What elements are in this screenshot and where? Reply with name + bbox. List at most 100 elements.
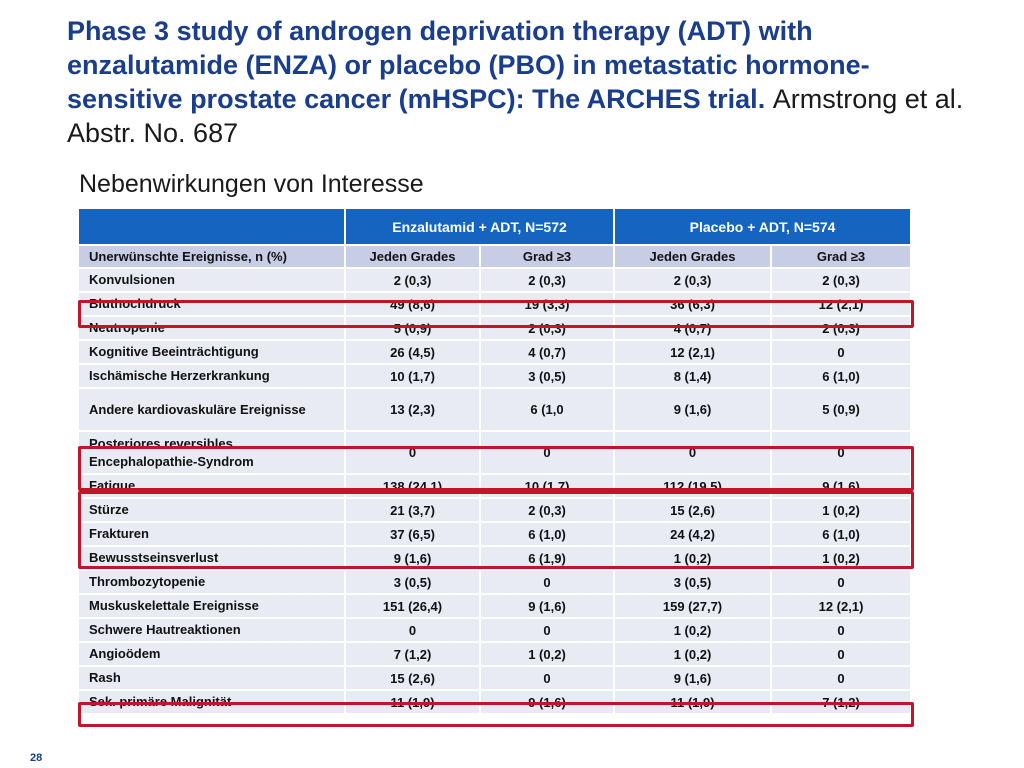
value-cell: 0 bbox=[481, 619, 616, 641]
highlight-box-encephalopathie bbox=[78, 446, 914, 491]
value-cell: 9 (1,6) bbox=[615, 389, 773, 430]
table-row: Konvulsionen 2 (0,3) 2 (0,3) 2 (0,3) 2 (0,3) bbox=[79, 269, 911, 291]
value-cell: 4 (0,7) bbox=[481, 341, 616, 363]
value-cell: 15 (2,6) bbox=[346, 667, 481, 689]
value-cell: 1 (0,2) bbox=[615, 619, 773, 641]
event-name-cell: Bewusstseinsverlust bbox=[79, 547, 346, 569]
event-name-cell: Angioödem bbox=[79, 643, 346, 665]
value-cell: 1 (0,2) bbox=[772, 499, 911, 521]
event-name-cell: Konvulsionen bbox=[79, 269, 346, 291]
value-cell: 7 (1,2) bbox=[346, 643, 481, 665]
table-row: Ischämische Herzerkrankung 10 (1,7) 3 (0,5… bbox=[79, 365, 911, 387]
section-subtitle: Nebenwirkungen von Interesse bbox=[79, 170, 424, 198]
sub-header-grade3-enza: Grad ≥3 bbox=[481, 246, 616, 267]
value-cell: 0 bbox=[772, 571, 911, 593]
highlight-box-fatigue-frakturen bbox=[78, 491, 914, 569]
event-name-cell: Schwere Hautreaktionen bbox=[79, 619, 346, 641]
value-cell: 151 (26,4) bbox=[346, 595, 481, 617]
value-cell: 13 (2,3) bbox=[346, 389, 481, 430]
table-row: Kognitive Beeinträchtigung 26 (4,5) 4 (0,7… bbox=[79, 341, 911, 363]
value-cell: 0 bbox=[772, 432, 911, 473]
table-row: Posteriores reversibles Encephalopathie-… bbox=[79, 432, 911, 473]
value-cell: 21 (3,7) bbox=[346, 499, 481, 521]
value-cell: 2 (0,3) bbox=[481, 499, 616, 521]
value-cell: 1 (0,2) bbox=[772, 547, 911, 569]
sub-header-any-grade-enza: Jeden Grades bbox=[346, 246, 481, 267]
slide-title-author: Armstrong et al. Abstr. No. 687 bbox=[67, 84, 964, 148]
event-name-cell: Kognitive Beeinträchtigung bbox=[79, 341, 346, 363]
slide-title-main: Phase 3 study of androgen deprivation th… bbox=[67, 16, 870, 114]
value-cell: 2 (0,3) bbox=[481, 317, 616, 339]
value-cell: 10 (1,7) bbox=[346, 365, 481, 387]
table-group-header: Enzalutamid + ADT, N=572 Placebo + ADT, … bbox=[79, 209, 911, 244]
highlight-box-rash bbox=[78, 702, 914, 727]
event-name-cell: Bluthochdruck bbox=[79, 293, 346, 315]
value-cell: 1 (0,2) bbox=[481, 643, 616, 665]
value-cell: 0 bbox=[772, 643, 911, 665]
group-header-placebo: Placebo + ADT, N=574 bbox=[615, 209, 911, 244]
group-header-empty bbox=[79, 209, 346, 244]
value-cell: 0 bbox=[346, 619, 481, 641]
sub-header-grade3-pbo: Grad ≥3 bbox=[772, 246, 911, 267]
value-cell: 0 bbox=[481, 432, 616, 473]
value-cell: 6 (1,0 bbox=[481, 389, 616, 430]
event-name-cell: Ischämische Herzerkrankung bbox=[79, 365, 346, 387]
value-cell: 3 (0,5) bbox=[481, 365, 616, 387]
event-name-cell: Andere kardiovaskuläre Ereignisse bbox=[79, 389, 346, 430]
value-cell: 12 (2,1) bbox=[772, 595, 911, 617]
value-cell: 2 (0,3) bbox=[772, 269, 911, 291]
table-row: Bluthochdruck 49 (8,6) 19 (3,3) 36 (6,3) 12 … bbox=[79, 293, 911, 315]
value-cell: 37 (6,5) bbox=[346, 523, 481, 545]
table-row: Rash 15 (2,6) 0 9 (1,6) 0 bbox=[79, 667, 911, 689]
table-row: Frakturen 37 (6,5) 6 (1,0) 24 (4,2) 6 (1,0) bbox=[79, 523, 911, 545]
value-cell: 12 (2,1) bbox=[615, 341, 773, 363]
table-row: Thrombozytopenie 3 (0,5) 0 3 (0,5) 0 bbox=[79, 571, 911, 593]
table-body: Konvulsionen 2 (0,3) 2 (0,3) 2 (0,3) 2 (0,3)… bbox=[79, 269, 911, 713]
page-number: 28 bbox=[30, 752, 43, 764]
table-row: Schwere Hautreaktionen 0 0 1 (0,2) 0 bbox=[79, 619, 911, 641]
sub-header-events: Unerwünschte Ereignisse, n (%) bbox=[79, 246, 346, 267]
value-cell: 0 bbox=[772, 667, 911, 689]
table-row: Muskuskelettale Ereignisse 151 (26,4) 9 (1… bbox=[79, 595, 911, 617]
value-cell: 2 (0,3) bbox=[481, 269, 616, 291]
event-name-cell: Posteriores reversibles Encephalopathie-… bbox=[79, 432, 346, 473]
slide-title: Phase 3 study of androgen deprivation th… bbox=[67, 14, 967, 150]
value-cell: 5 (0,9) bbox=[346, 317, 481, 339]
table-row: Neutropenie 5 (0,9) 2 (0,3) 4 (0,7) 2 (0,3) bbox=[79, 317, 911, 339]
value-cell: 9 (1,6) bbox=[346, 547, 481, 569]
value-cell: 3 (0,5) bbox=[615, 571, 773, 593]
value-cell: 0 bbox=[481, 571, 616, 593]
table-row: Bewusstseinsverlust 9 (1,6) 6 (1,9) 1 (0,2)… bbox=[79, 547, 911, 569]
highlight-box-bluthochdruck bbox=[78, 300, 914, 328]
value-cell: 6 (1,0) bbox=[772, 523, 911, 545]
value-cell: 24 (4,2) bbox=[615, 523, 773, 545]
event-name-cell: Frakturen bbox=[79, 523, 346, 545]
value-cell: 2 (0,3) bbox=[615, 269, 773, 291]
value-cell: 2 (0,3) bbox=[772, 317, 911, 339]
event-name-cell: Stürze bbox=[79, 499, 346, 521]
value-cell: 6 (1,9) bbox=[481, 547, 616, 569]
value-cell: 5 (0,9) bbox=[772, 389, 911, 430]
value-cell: 6 (1,0) bbox=[481, 523, 616, 545]
value-cell: 26 (4,5) bbox=[346, 341, 481, 363]
value-cell: 1 (0,2) bbox=[615, 547, 773, 569]
value-cell: 9 (1,6) bbox=[615, 667, 773, 689]
event-name-cell: Thrombozytopenie bbox=[79, 571, 346, 593]
value-cell: 0 bbox=[772, 341, 911, 363]
table-sub-header: Unerwünschte Ereignisse, n (%) Jeden Gra… bbox=[79, 246, 911, 267]
value-cell: 15 (2,6) bbox=[615, 499, 773, 521]
event-name-cell: Rash bbox=[79, 667, 346, 689]
value-cell: 0 bbox=[346, 432, 481, 473]
event-name-cell: Muskuskelettale Ereignisse bbox=[79, 595, 346, 617]
adverse-events-table: Enzalutamid + ADT, N=572 Placebo + ADT, … bbox=[79, 207, 911, 715]
value-cell: 8 (1,4) bbox=[615, 365, 773, 387]
table-row: Andere kardiovaskuläre Ereignisse 13 (2,3… bbox=[79, 389, 911, 430]
value-cell: 3 (0,5) bbox=[346, 571, 481, 593]
table-row: Angioödem 7 (1,2) 1 (0,2) 1 (0,2) 0 bbox=[79, 643, 911, 665]
value-cell: 9 (1,6) bbox=[481, 595, 616, 617]
group-header-enzalutamid: Enzalutamid + ADT, N=572 bbox=[346, 209, 616, 244]
value-cell: 0 bbox=[772, 619, 911, 641]
value-cell: 2 (0,3) bbox=[346, 269, 481, 291]
sub-header-any-grade-pbo: Jeden Grades bbox=[615, 246, 773, 267]
value-cell: 0 bbox=[615, 432, 773, 473]
